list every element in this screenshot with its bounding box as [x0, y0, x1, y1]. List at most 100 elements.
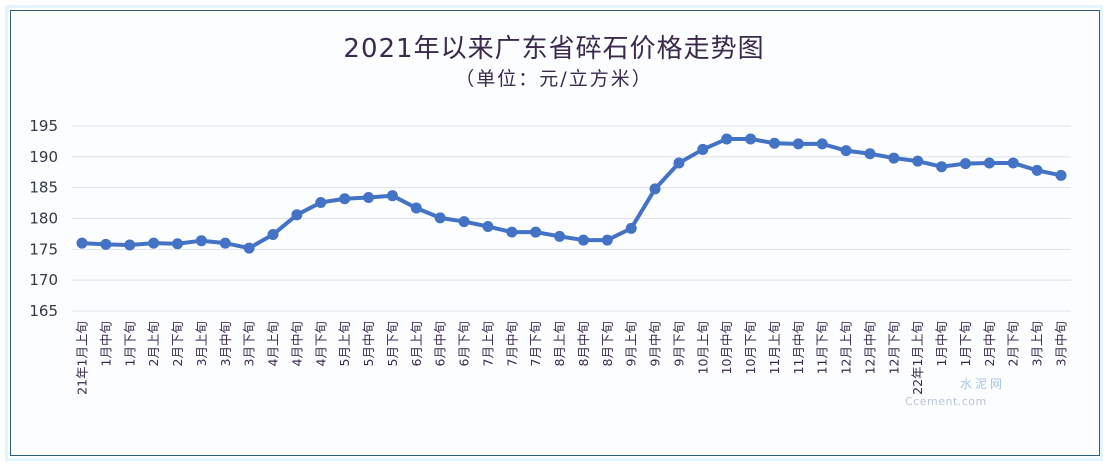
data-point-marker	[530, 226, 542, 238]
x-tick-label: 6月上旬	[409, 321, 424, 366]
x-tick-label: 3月中旬	[1054, 321, 1069, 366]
data-point-marker	[195, 235, 207, 247]
data-point-marker	[792, 138, 804, 150]
data-series	[76, 133, 1067, 254]
x-tick-label: 9月中旬	[648, 321, 663, 366]
data-point-marker	[912, 155, 924, 167]
data-point-marker	[1031, 164, 1043, 176]
y-tick-label: 190	[29, 148, 58, 166]
chart-title: 2021年以来广东省碎石价格走势图	[343, 34, 765, 64]
x-tick-label: 4月下旬	[313, 321, 328, 366]
chart-frame-glow	[5, 5, 1103, 461]
x-tick-label: 8月上旬	[552, 321, 567, 366]
x-tick-label: 2月上旬	[146, 321, 161, 366]
data-point-marker	[649, 183, 661, 195]
x-tick-label: 5月上旬	[337, 321, 352, 366]
data-point-marker	[124, 239, 136, 251]
data-point-marker	[1007, 157, 1019, 169]
data-point-marker	[76, 237, 88, 249]
data-point-marker	[458, 216, 470, 228]
data-point-marker	[410, 202, 422, 214]
x-tick-label: 22年1月上旬	[910, 321, 925, 395]
x-tick-label: 1月中旬	[98, 321, 113, 366]
x-tick-label: 11月下旬	[815, 321, 830, 374]
x-tick-label: 9月下旬	[671, 321, 686, 366]
x-tick-label: 2月中旬	[982, 321, 997, 366]
data-point-marker	[363, 192, 375, 204]
x-tick-label: 2月下旬	[170, 321, 185, 366]
x-tick-label: 10月上旬	[695, 321, 710, 374]
data-point-marker	[267, 229, 279, 241]
data-point-marker	[745, 133, 757, 145]
data-point-marker	[768, 137, 780, 149]
x-tick-label: 8月中旬	[576, 321, 591, 366]
x-tick-label: 6月下旬	[457, 321, 472, 366]
series-line	[80, 136, 1063, 251]
y-tick-label: 185	[29, 179, 58, 197]
x-tick-label: 7月下旬	[528, 321, 543, 366]
x-tick-label: 8月下旬	[600, 321, 615, 366]
data-point-marker	[601, 234, 613, 246]
chart-frame	[10, 10, 1100, 456]
data-point-marker	[959, 158, 971, 170]
data-point-marker	[697, 143, 709, 155]
x-tick-label: 5月中旬	[361, 321, 376, 366]
data-point-marker	[840, 145, 852, 157]
data-point-marker	[864, 148, 876, 160]
data-point-marker	[506, 226, 518, 238]
x-axis: 21年1月上旬 1月中旬 1月下旬 2月上旬 2月下旬 3月上旬 3月中旬 3月下旬 4月上旬 4…	[75, 321, 1069, 395]
data-point-marker	[625, 222, 637, 234]
x-tick-label: 2月下旬	[1006, 321, 1021, 366]
watermark-url: Ccement.com	[905, 395, 987, 408]
y-tick-label: 165	[29, 302, 58, 320]
data-point-marker	[291, 209, 303, 221]
x-tick-label: 11月上旬	[767, 321, 782, 374]
data-point-marker	[315, 196, 327, 208]
data-point-marker	[100, 238, 112, 250]
x-tick-label: 10月下旬	[743, 321, 758, 374]
data-point-marker	[888, 152, 900, 164]
x-tick-label: 3月上旬	[194, 321, 209, 366]
x-tick-label: 10月中旬	[719, 321, 734, 374]
data-point-marker	[434, 212, 446, 224]
x-tick-label: 12月上旬	[839, 321, 854, 374]
data-point-marker	[172, 238, 184, 250]
data-point-marker	[673, 157, 685, 169]
x-tick-label: 5月下旬	[385, 321, 400, 366]
x-tick-label: 1月下旬	[122, 321, 137, 366]
x-tick-label: 11月中旬	[791, 321, 806, 374]
data-point-marker	[243, 242, 255, 254]
chart-subtitle: （单位：元/立方米）	[455, 68, 653, 90]
x-tick-label: 3月中旬	[218, 321, 233, 366]
data-point-marker	[482, 221, 494, 233]
data-point-marker	[721, 133, 733, 145]
x-tick-label: 12月下旬	[886, 321, 901, 374]
data-point-marker	[554, 230, 566, 242]
x-tick-label: 3月下旬	[242, 321, 257, 366]
x-tick-label: 4月中旬	[289, 321, 304, 366]
x-tick-label: 1月中旬	[934, 321, 949, 366]
data-point-marker	[148, 237, 160, 249]
x-tick-label: 21年1月上旬	[75, 321, 90, 395]
y-tick-label: 195	[29, 117, 58, 135]
watermark-logo-text: 水泥网	[960, 377, 1006, 391]
data-point-marker	[339, 193, 351, 205]
data-point-marker	[577, 234, 589, 246]
data-point-marker	[936, 161, 948, 173]
x-tick-label: 7月上旬	[480, 321, 495, 366]
y-tick-label: 170	[29, 271, 58, 289]
y-tick-label: 180	[29, 210, 58, 228]
x-tick-label: 12月中旬	[862, 321, 877, 374]
data-point-marker	[219, 237, 231, 249]
gridlines	[72, 125, 1071, 312]
x-tick-label: 6月中旬	[433, 321, 448, 366]
x-tick-label: 7月中旬	[504, 321, 519, 366]
data-point-marker	[386, 190, 398, 202]
x-tick-label: 9月上旬	[624, 321, 639, 366]
y-tick-label: 175	[29, 240, 58, 258]
data-point-marker	[1055, 169, 1067, 181]
x-tick-label: 3月上旬	[1030, 321, 1045, 366]
x-tick-label: 4月上旬	[266, 321, 281, 366]
data-point-marker	[983, 157, 995, 169]
